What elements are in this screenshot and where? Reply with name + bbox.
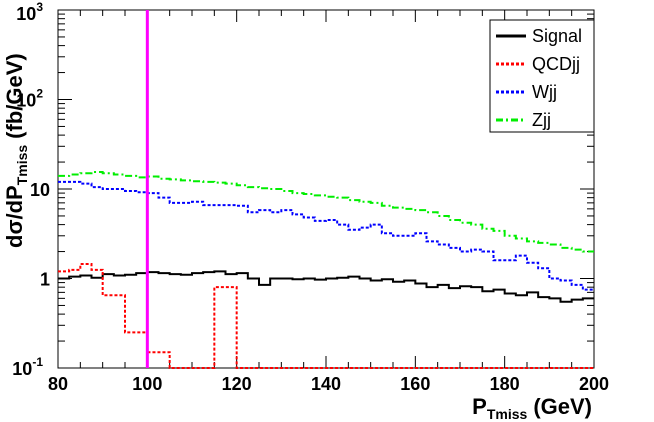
x-tick-label: 200 (579, 374, 609, 394)
x-tick-label: 160 (400, 374, 430, 394)
x-tick-label: 140 (311, 374, 341, 394)
y-axis-title: dσ/dPTmiss(fb/GeV) (2, 53, 30, 248)
legend-label-wjj: Wjj (532, 82, 557, 102)
series-qcdjj (58, 263, 594, 369)
x-tick-labels: 80 100 120 140 160 180 200 (48, 374, 609, 394)
series-signal (58, 270, 594, 303)
y-tick-label: 102 (16, 87, 43, 111)
x-tick-label: 80 (48, 374, 68, 394)
y-tick-label: 103 (16, 0, 43, 24)
y-tick-labels: 10-1 1 10 102 103 (12, 0, 50, 379)
series-layer (58, 170, 594, 369)
legend-label-signal: Signal (532, 26, 582, 46)
legend: Signal QCDjj Wjj Zjj (489, 19, 595, 133)
series-zjj (58, 170, 594, 253)
y-tick-label: 10-1 (12, 355, 43, 379)
legend-label-zjj: Zjj (532, 110, 551, 130)
series-wjj (58, 180, 594, 291)
x-tick-label: 180 (490, 374, 520, 394)
x-tick-label: 100 (132, 374, 162, 394)
legend-box (489, 19, 595, 133)
legend-label-qcdjj: QCDjj (532, 54, 580, 74)
x-tick-label: 120 (222, 374, 252, 394)
x-axis-title: PTmiss (GeV) (472, 394, 592, 422)
y-tick-label: 1 (40, 270, 50, 290)
y-tick-label: 10 (30, 180, 50, 200)
